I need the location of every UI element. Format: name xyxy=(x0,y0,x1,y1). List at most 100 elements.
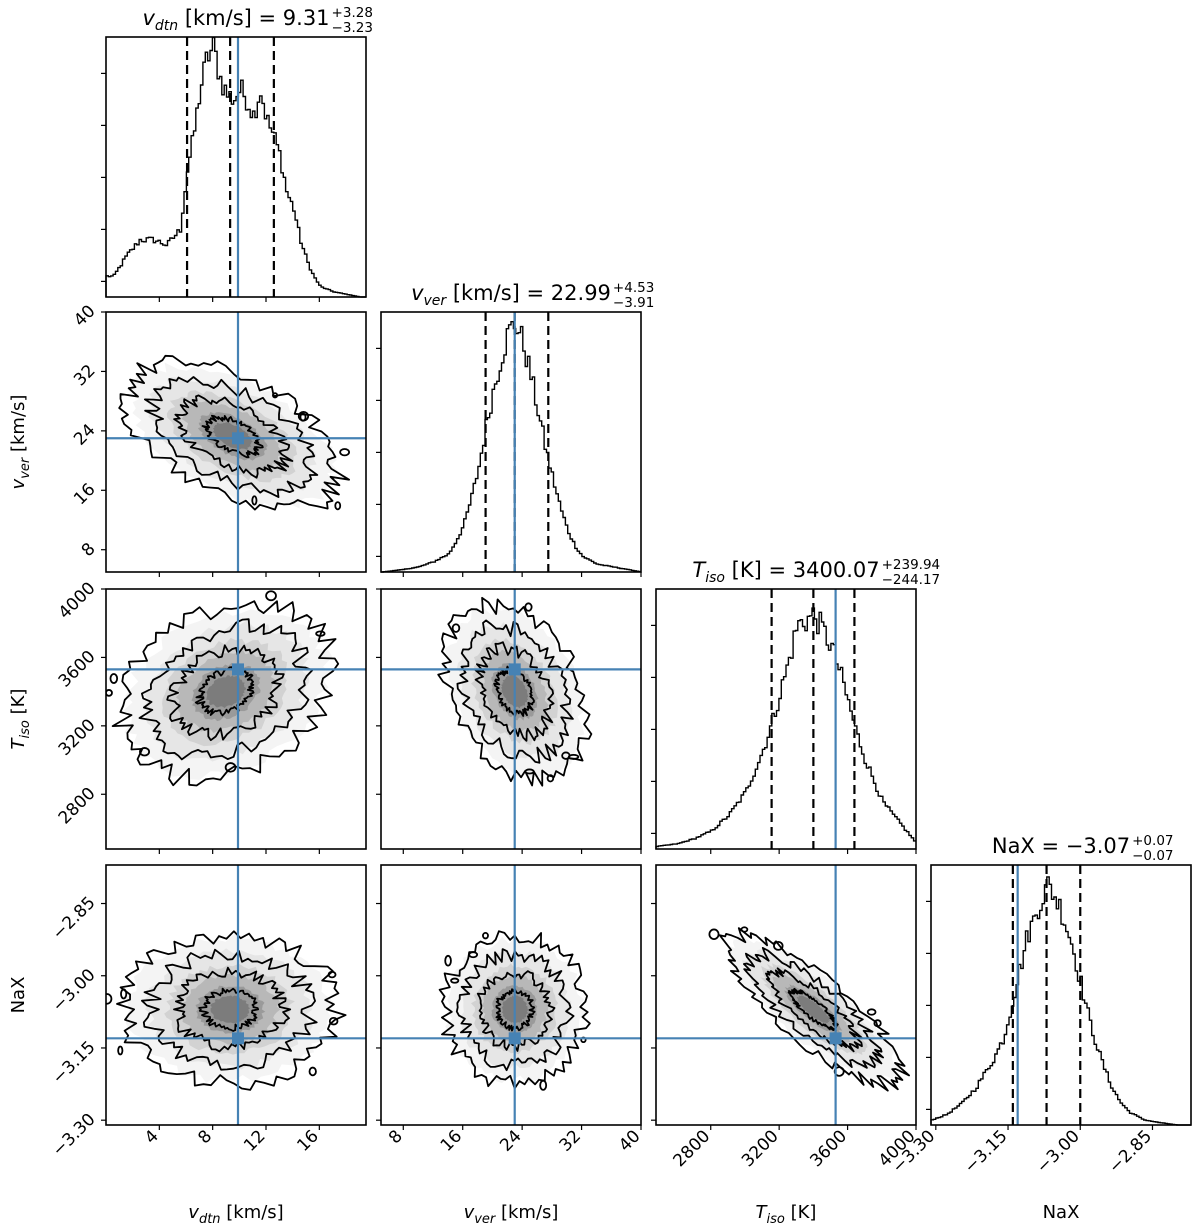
hist-frame-vdtn xyxy=(105,36,367,298)
title-vver: vver [km/s] = 22.99 xyxy=(411,281,611,309)
hist-frame-NaX xyxy=(930,864,1192,1126)
hist-panel-vdtn: vdtn [km/s] = 9.31 +3.28−3.23 xyxy=(101,5,373,298)
title-upper-err-NaX: +0.07 xyxy=(1132,833,1173,849)
contour-level-3 xyxy=(474,641,555,742)
ytick-label-vver: 32 xyxy=(70,361,99,390)
histogram-NaX xyxy=(930,876,1191,1126)
xlabel-NaX: NaX xyxy=(1043,1202,1080,1223)
joint-frame xyxy=(105,864,367,1126)
contour-island xyxy=(740,926,749,933)
contour-island xyxy=(524,768,535,775)
contour-level-1 xyxy=(118,354,350,511)
contour-island xyxy=(251,495,258,506)
contour-level-1 xyxy=(437,596,593,787)
xtick-label-NaX: −2.85 xyxy=(1105,1126,1156,1177)
contour-island xyxy=(109,673,119,684)
title-upper-err-vver: +4.53 xyxy=(613,280,654,296)
contour-level-4 xyxy=(198,987,259,1032)
ytick-label-NaX: −3.00 xyxy=(49,965,100,1016)
xtick-label-vver: 16 xyxy=(437,1126,466,1155)
xtick-label-vver: 24 xyxy=(496,1126,525,1155)
contour-island xyxy=(866,1008,877,1016)
joint-panel-Tiso-NaX xyxy=(655,864,917,1126)
contour-island xyxy=(708,928,720,940)
contour-island xyxy=(873,1019,882,1028)
hist-panel-vver: vver [km/s] = 22.99 +4.53−3.91 xyxy=(376,280,654,573)
joint-frame xyxy=(105,588,367,850)
contour-island xyxy=(482,931,489,940)
contour-island xyxy=(328,1017,339,1026)
ytick-label-vver: 16 xyxy=(70,480,99,509)
ytick-label-NaX: −3.30 xyxy=(49,1110,100,1161)
joint-panel-vdtn-NaX xyxy=(105,864,367,1126)
contour-level-4 xyxy=(194,666,255,717)
ylabel-vver: vver [km/s] xyxy=(8,395,33,490)
contour-island xyxy=(334,501,342,511)
title-lower-err-vver: −3.91 xyxy=(613,295,654,311)
ylabel-NaX: NaX xyxy=(8,977,29,1014)
contour-level-1 xyxy=(116,930,347,1091)
xtick-label-vdtn: 16 xyxy=(293,1126,322,1155)
histogram-vver xyxy=(381,321,641,573)
contour-island xyxy=(339,448,351,457)
ylabel-Tiso: Tiso [K] xyxy=(8,689,33,750)
contour-level-2 xyxy=(743,947,884,1069)
contour-level-2 xyxy=(144,376,319,498)
contour-level-2 xyxy=(141,948,318,1071)
xtick-label-vdtn: 12 xyxy=(240,1126,269,1155)
contour-island xyxy=(315,630,326,637)
contour-island xyxy=(224,762,237,773)
title-vdtn: vdtn [km/s] = 9.31 xyxy=(142,6,329,34)
ytick-label-Tiso: 3200 xyxy=(55,715,100,760)
hist-panel-NaX: NaX = −3.07 +0.07−0.07 xyxy=(926,833,1192,1126)
contour-island xyxy=(327,970,337,979)
truth-marker xyxy=(232,1032,244,1045)
joint-panel-vver-NaX xyxy=(380,864,642,1126)
contour-level-3 xyxy=(173,394,294,479)
contour-island xyxy=(450,977,460,984)
title-lower-err-Tiso: −244.17 xyxy=(882,572,941,588)
ytick-label-Tiso: 2800 xyxy=(55,784,100,829)
contour-level-2 xyxy=(456,619,574,764)
title-lower-err-NaX: −0.07 xyxy=(1132,848,1173,864)
title-upper-err-Tiso: +239.94 xyxy=(882,557,941,573)
joint-frame xyxy=(655,864,917,1126)
truth-marker xyxy=(508,663,521,676)
joint-panel-vdtn-Tiso xyxy=(105,588,367,850)
hist-frame-vver xyxy=(380,311,642,573)
contour-level-1 xyxy=(111,600,340,787)
xtick-label-NaX: −3.15 xyxy=(961,1126,1012,1177)
joint-panel-vver-Tiso xyxy=(380,588,642,850)
ytick-label-Tiso: 4000 xyxy=(55,578,100,623)
xlabel-vdtn: vdtn [km/s] xyxy=(188,1202,283,1227)
density-fill xyxy=(206,675,246,709)
contour-level-2 xyxy=(138,618,314,761)
contour-island xyxy=(106,993,113,1005)
contour-island xyxy=(139,747,151,757)
contour-island xyxy=(444,954,452,967)
histogram-Tiso xyxy=(655,607,916,849)
contour-island xyxy=(272,392,279,399)
joint-panel-vdtn-vver xyxy=(105,311,367,573)
contour-island xyxy=(546,774,555,783)
xlabel-vver: vver [km/s] xyxy=(464,1202,559,1227)
contour-island xyxy=(297,410,310,422)
xtick-label-vver: 40 xyxy=(615,1126,644,1155)
title-lower-err-vdtn: −3.23 xyxy=(332,20,373,36)
xtick-label-Tiso: 2800 xyxy=(670,1126,715,1171)
truth-marker xyxy=(508,1032,521,1045)
title-upper-err-vdtn: +3.28 xyxy=(332,5,373,21)
xtick-label-Tiso: 3600 xyxy=(806,1126,851,1171)
contour-level-3 xyxy=(173,966,292,1053)
joint-frame xyxy=(105,311,367,573)
joint-frame xyxy=(380,588,642,850)
title-NaX: NaX = −3.07 xyxy=(992,834,1130,858)
hist-panel-Tiso: Tiso [K] = 3400.07 +239.94−244.17 xyxy=(651,557,941,850)
ytick-label-Tiso: 3600 xyxy=(55,647,100,692)
contour-island xyxy=(539,1079,548,1091)
truth-marker xyxy=(232,663,244,676)
ytick-label-vver: 8 xyxy=(78,539,100,561)
hist-frame-Tiso xyxy=(655,588,917,850)
contour-level-4 xyxy=(493,665,535,717)
